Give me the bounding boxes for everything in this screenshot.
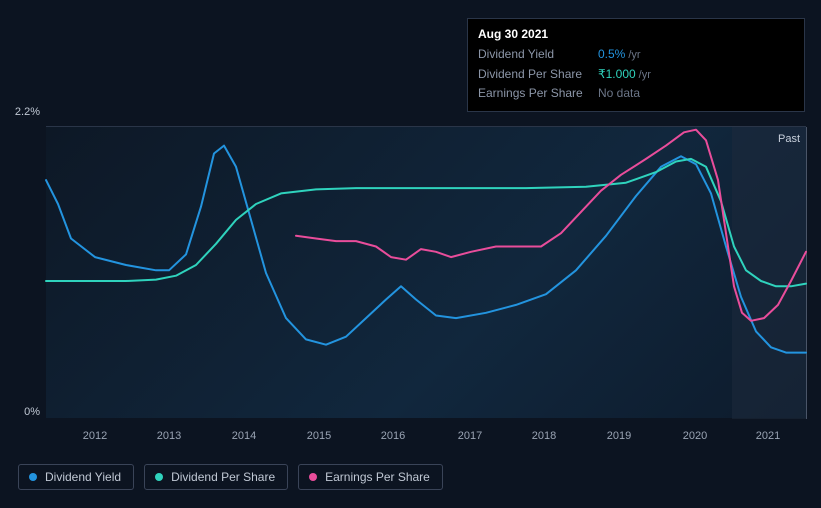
y-axis-min-label: 0% — [0, 406, 40, 418]
x-tick: 2020 — [683, 430, 707, 442]
tooltip-row: Dividend Per Share₹1.000/yr — [478, 65, 794, 85]
tooltip-row-unit: /yr — [639, 67, 651, 85]
x-tick: 2015 — [307, 430, 331, 442]
tooltip-row-unit: /yr — [628, 47, 640, 65]
dividend-chart: 2.2% 0% Past 201220132014201520162017201… — [0, 0, 821, 508]
tooltip-row: Dividend Yield0.5%/yr — [478, 45, 794, 65]
legend-dot-icon — [29, 473, 37, 481]
y-axis-max-label: 2.2% — [0, 106, 40, 118]
x-axis: 2012 2013 2014 2015 2016 2017 2018 2019 2020 2021 — [46, 430, 806, 448]
legend-item[interactable]: Dividend Per Share — [144, 464, 288, 490]
x-tick: 2018 — [532, 430, 556, 442]
tooltip-date: Aug 30 2021 — [478, 27, 794, 41]
x-tick: 2012 — [83, 430, 107, 442]
tooltip-row-label: Dividend Per Share — [478, 65, 598, 84]
series-earnings_per_share — [296, 130, 806, 321]
legend-dot-icon — [309, 473, 317, 481]
x-tick: 2017 — [458, 430, 482, 442]
legend-item[interactable]: Dividend Yield — [18, 464, 134, 490]
legend-dot-icon — [155, 473, 163, 481]
legend: Dividend Yield Dividend Per Share Earnings… — [18, 464, 443, 490]
tooltip-row-value: 0.5% — [598, 45, 625, 64]
x-tick: 2021 — [756, 430, 780, 442]
chart-tooltip: Aug 30 2021 Dividend Yield0.5%/yrDividen… — [467, 18, 805, 112]
cursor-line — [806, 127, 807, 419]
tooltip-row: Earnings Per ShareNo data — [478, 84, 794, 103]
series-dividend_per_share — [46, 159, 806, 286]
chart-lines — [46, 127, 806, 419]
tooltip-row-label: Dividend Yield — [478, 45, 598, 64]
x-tick: 2019 — [607, 430, 631, 442]
x-tick: 2016 — [381, 430, 405, 442]
legend-item[interactable]: Earnings Per Share — [298, 464, 443, 490]
legend-label: Dividend Per Share — [171, 470, 275, 484]
tooltip-row-value: ₹1.000 — [598, 65, 636, 84]
tooltip-row-label: Earnings Per Share — [478, 84, 598, 103]
x-tick: 2014 — [232, 430, 256, 442]
tooltip-rows: Dividend Yield0.5%/yrDividend Per Share₹… — [478, 45, 794, 103]
legend-label: Dividend Yield — [45, 470, 121, 484]
plot-area[interactable]: Past — [46, 126, 806, 418]
tooltip-row-value: No data — [598, 84, 640, 103]
x-tick: 2013 — [157, 430, 181, 442]
legend-label: Earnings Per Share — [325, 470, 430, 484]
